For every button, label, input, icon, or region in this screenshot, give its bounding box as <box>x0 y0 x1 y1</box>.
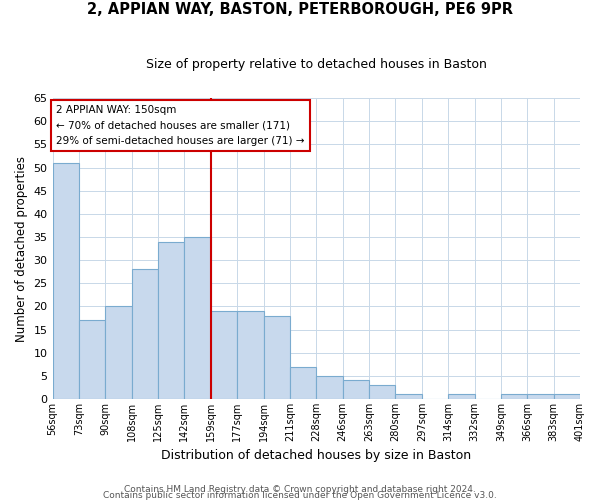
Bar <box>131 270 158 399</box>
Bar <box>395 394 422 399</box>
X-axis label: Distribution of detached houses by size in Baston: Distribution of detached houses by size … <box>161 450 472 462</box>
Bar <box>237 311 263 399</box>
Bar <box>343 380 369 399</box>
Bar <box>184 237 211 399</box>
Text: Contains HM Land Registry data © Crown copyright and database right 2024.: Contains HM Land Registry data © Crown c… <box>124 484 476 494</box>
Bar <box>554 394 580 399</box>
Text: 2, APPIAN WAY, BASTON, PETERBOROUGH, PE6 9PR: 2, APPIAN WAY, BASTON, PETERBOROUGH, PE6… <box>87 2 513 18</box>
Bar <box>211 311 237 399</box>
Bar <box>263 316 290 399</box>
Bar <box>316 376 343 399</box>
Text: Contains public sector information licensed under the Open Government Licence v3: Contains public sector information licen… <box>103 491 497 500</box>
Bar <box>527 394 554 399</box>
Bar <box>501 394 527 399</box>
Bar <box>79 320 105 399</box>
Bar <box>105 306 131 399</box>
Bar <box>53 163 79 399</box>
Bar <box>369 385 395 399</box>
Title: Size of property relative to detached houses in Baston: Size of property relative to detached ho… <box>146 58 487 70</box>
Bar <box>158 242 184 399</box>
Bar <box>290 366 316 399</box>
Bar <box>448 394 475 399</box>
Text: 2 APPIAN WAY: 150sqm
← 70% of detached houses are smaller (171)
29% of semi-deta: 2 APPIAN WAY: 150sqm ← 70% of detached h… <box>56 105 305 146</box>
Y-axis label: Number of detached properties: Number of detached properties <box>15 156 28 342</box>
